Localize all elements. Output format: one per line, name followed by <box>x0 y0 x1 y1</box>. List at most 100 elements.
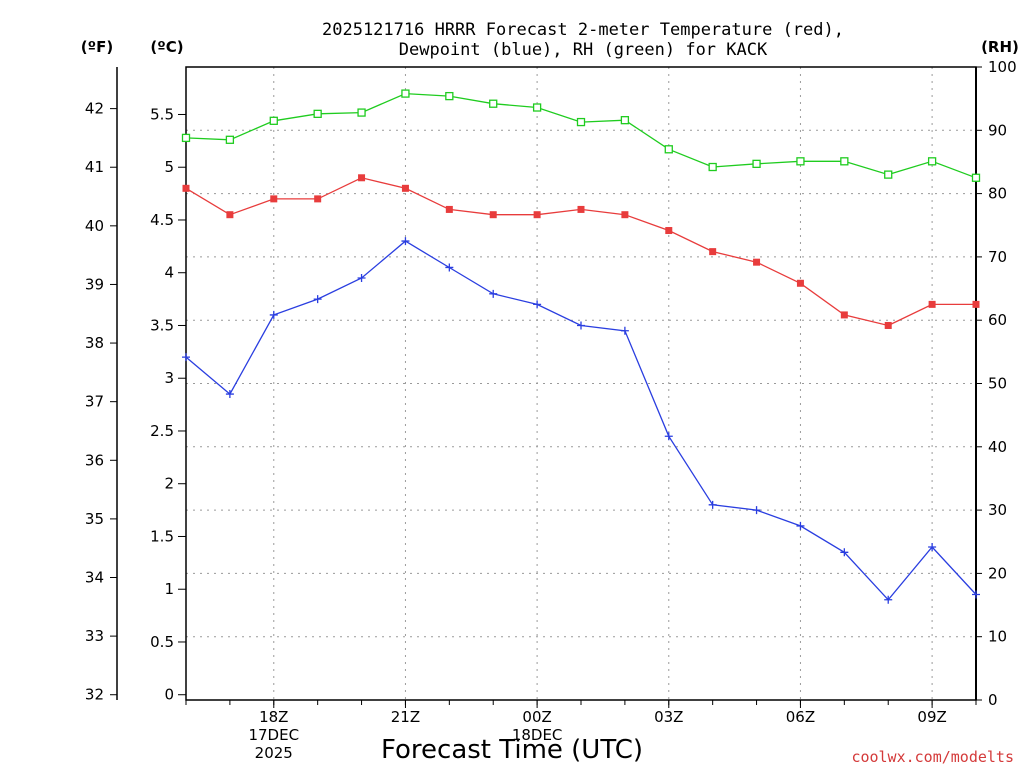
fahrenheit-tick-label: 35 <box>85 510 104 528</box>
temperature-point <box>270 195 278 203</box>
temperature-point <box>489 211 497 219</box>
dewpoint-point <box>840 548 849 557</box>
x-tick-label: 00Z <box>522 708 551 726</box>
rh-tick-label: 30 <box>988 501 1007 519</box>
rh-unit-label: (RH) <box>981 38 1019 56</box>
fahrenheit-tick-label: 34 <box>85 569 104 587</box>
x-tick-label: 06Z <box>786 708 815 726</box>
rh-point <box>971 173 981 182</box>
fahrenheit-tick-label: 42 <box>85 100 104 118</box>
rh-point <box>225 135 235 144</box>
rh-tick-label: 40 <box>988 438 1007 456</box>
fahrenheit-tick-label: 38 <box>85 334 104 352</box>
temperature-point <box>533 211 541 219</box>
dewpoint-point <box>225 390 234 399</box>
dewpoint-point <box>708 500 717 509</box>
dewpoint-point <box>884 595 893 604</box>
celsius-tick-label: 4 <box>164 264 174 282</box>
rh-point <box>401 89 410 98</box>
rh-tick-label: 60 <box>988 311 1007 329</box>
x-tick-label: 18Z <box>259 708 288 726</box>
rh-point <box>927 157 937 166</box>
fahrenheit-tick-label: 33 <box>85 627 104 645</box>
credit-text: coolwx.com/modelts <box>851 748 1014 766</box>
temperature-point <box>358 174 366 182</box>
dewpoint-point <box>182 353 190 362</box>
grid-lines <box>186 67 976 700</box>
rh-point <box>840 157 849 166</box>
x-axis-title: Forecast Time (UTC) <box>381 735 643 765</box>
series-layer <box>181 89 981 604</box>
fahrenheit-unit-label: (ºF) <box>81 38 113 56</box>
rh-tick-label: 70 <box>988 248 1007 266</box>
temperature-point <box>665 227 673 235</box>
rh-point <box>620 116 630 125</box>
fahrenheit-tick-label: 39 <box>85 275 104 293</box>
dewpoint-point <box>972 590 980 599</box>
celsius-tick-label: 2.5 <box>150 422 174 440</box>
rh-point <box>752 159 761 168</box>
rh-point <box>708 162 717 172</box>
celsius-tick-label: 4.5 <box>150 211 174 229</box>
fahrenheit-tick-label: 32 <box>85 686 104 704</box>
x-tick-label: 17DEC <box>248 726 299 744</box>
rh-tick-label: 100 <box>988 58 1017 76</box>
dewpoint-point <box>620 326 629 335</box>
rh-point <box>884 170 893 179</box>
fahrenheit-tick-label: 36 <box>85 451 104 469</box>
temperature-point <box>796 279 804 287</box>
dewpoint-point <box>357 274 366 282</box>
x-tick-label: 03Z <box>654 708 683 726</box>
rh-tick-label: 90 <box>988 121 1007 139</box>
rh-point <box>313 109 322 118</box>
x-tick-label: 21Z <box>391 708 420 726</box>
dewpoint-point <box>269 310 278 319</box>
plot-frame <box>185 66 977 701</box>
fahrenheit-tick-label: 37 <box>85 393 104 411</box>
temperature-point <box>972 300 980 308</box>
temperature-point <box>401 184 409 192</box>
rh-tick-label: 50 <box>988 375 1007 393</box>
chart-title-line-1: 2025121716 HRRR Forecast 2-meter Tempera… <box>322 20 844 40</box>
fahrenheit-tick-label: 41 <box>85 158 104 176</box>
rh-tick-label: 0 <box>988 691 998 709</box>
temperature-point <box>577 205 585 213</box>
dewpoint-point <box>489 289 498 298</box>
x-tick-label: 09Z <box>917 708 946 726</box>
rh-point <box>181 133 191 143</box>
chart-title-line-2: Dewpoint (blue), RH (green) for KACK <box>399 40 768 60</box>
rh-tick-label: 20 <box>988 564 1007 582</box>
rh-tick-label: 10 <box>988 628 1007 646</box>
rh-point <box>576 117 586 127</box>
rh-point <box>357 108 366 117</box>
temperature-point <box>884 321 892 329</box>
rh-point <box>532 103 542 112</box>
celsius-tick-label: 5 <box>164 158 174 176</box>
celsius-tick-label: 3 <box>164 369 174 387</box>
temperature-point <box>709 248 717 256</box>
rh-point <box>445 91 454 101</box>
temperature-point <box>840 311 848 319</box>
x-tick-label: 2025 <box>255 744 293 762</box>
celsius-tick-label: 2 <box>164 475 174 493</box>
rh-point <box>664 145 673 154</box>
temperature-point <box>226 211 234 219</box>
temperature-point <box>314 195 322 203</box>
temperature-point <box>753 258 761 266</box>
rh-point <box>489 99 498 108</box>
dewpoint-point <box>313 295 322 304</box>
rh-series-line <box>185 92 977 179</box>
temperature-point <box>445 205 453 213</box>
celsius-tick-label: 0.5 <box>150 633 174 651</box>
fahrenheit-tick-label: 40 <box>85 217 104 235</box>
celsius-tick-label: 1.5 <box>150 527 174 545</box>
dewpoint-point <box>445 263 454 272</box>
celsius-tick-label: 3.5 <box>150 316 174 334</box>
celsius-tick-label: 1 <box>164 580 174 598</box>
celsius-tick-label: 0 <box>164 686 174 704</box>
dewpoint-point <box>664 432 673 441</box>
dewpoint-point <box>577 321 585 330</box>
x-tick-label: 18DEC <box>512 726 563 744</box>
dewpoint-point <box>928 543 937 552</box>
